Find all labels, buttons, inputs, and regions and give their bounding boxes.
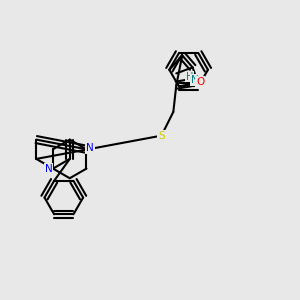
Text: H: H — [186, 71, 193, 82]
Text: N: N — [86, 143, 94, 153]
Text: O: O — [196, 77, 204, 87]
Text: N: N — [45, 164, 52, 174]
Text: N: N — [191, 75, 199, 85]
Text: S: S — [158, 130, 165, 141]
